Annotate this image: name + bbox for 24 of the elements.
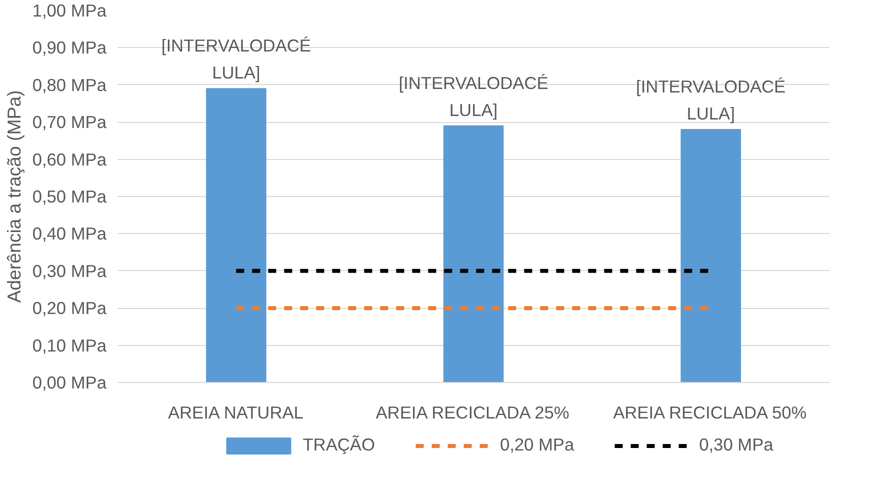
- x-tick-label: AREIA NATURAL: [168, 402, 304, 422]
- bar: [680, 129, 741, 382]
- y-tick-label: 1,00 MPa: [32, 0, 107, 20]
- y-tick-label: 0,20 MPa: [32, 298, 107, 318]
- data-label: [INTERVALODACÉ LULA]: [398, 72, 548, 120]
- y-tick-label: 0,00 MPa: [32, 372, 107, 392]
- x-tick-label: AREIA RECICLADA 50%: [613, 402, 807, 422]
- data-label: [INTERVALODACÉ LULA]: [161, 36, 311, 83]
- y-tick-label: 0,80 MPa: [32, 74, 107, 95]
- bar: [206, 88, 266, 382]
- bar: [443, 125, 504, 382]
- legend-label: 0,30 MPa: [699, 434, 774, 456]
- legend-label: TRAÇÃO: [302, 434, 375, 456]
- y-tick-label: 0,50 MPa: [32, 186, 107, 206]
- legend-label: 0,20 MPa: [500, 434, 574, 456]
- y-tick-label: 0,10 MPa: [32, 335, 107, 356]
- x-tick-label: AREIA RECICLADA 25%: [376, 402, 570, 422]
- y-axis-title: Aderência a tração (MPa): [3, 90, 24, 303]
- data-label: [INTERVALODACÉ LULA]: [636, 76, 786, 124]
- y-tick-label: 0,90 MPa: [32, 38, 107, 58]
- y-tick-label: 0,30 MPa: [32, 260, 107, 281]
- y-tick-label: 0,40 MPa: [32, 224, 107, 244]
- y-tick-label: 0,70 MPa: [32, 112, 107, 132]
- y-tick-label: 0,60 MPa: [32, 149, 107, 170]
